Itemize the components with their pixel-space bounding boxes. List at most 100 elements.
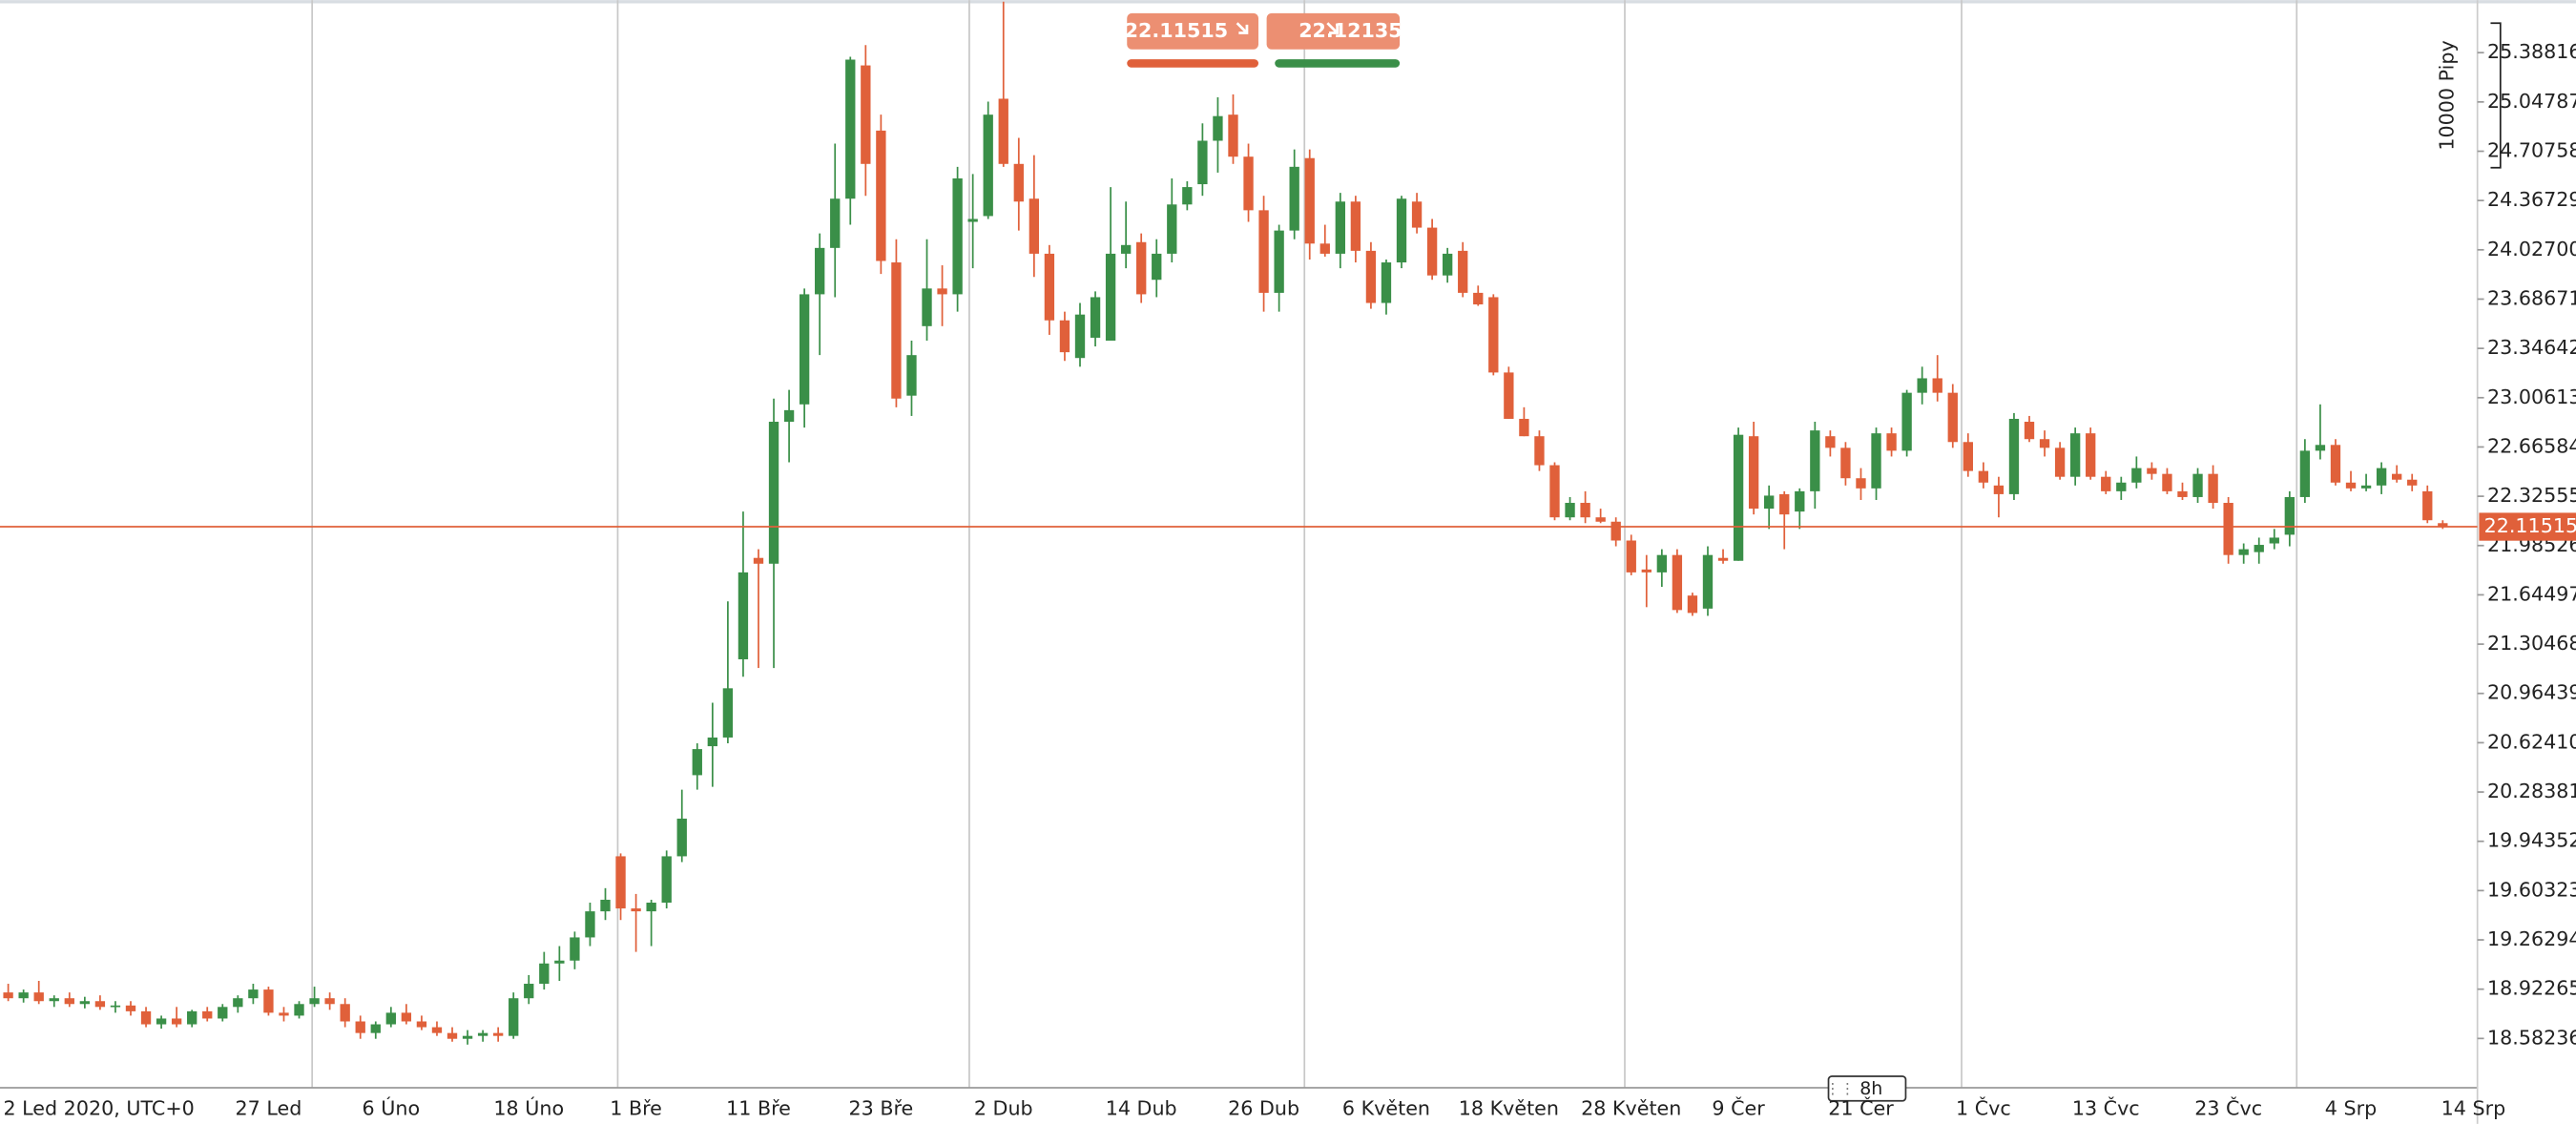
candle-body bbox=[2269, 537, 2279, 544]
candle-body bbox=[891, 262, 902, 399]
ask-bar bbox=[1275, 59, 1401, 68]
candle-body bbox=[2177, 490, 2188, 497]
candle-body bbox=[401, 1012, 412, 1022]
x-tick-label: 4 Srp bbox=[2325, 1096, 2377, 1119]
candle-body bbox=[1963, 442, 1973, 471]
candle-body bbox=[1519, 418, 1529, 437]
candle-body bbox=[1825, 436, 1836, 448]
candle-body bbox=[1335, 201, 1345, 254]
candle-body bbox=[845, 59, 856, 199]
candle-body bbox=[1350, 201, 1361, 251]
candle-body bbox=[1856, 478, 1866, 489]
y-tick-label: 20.96439 bbox=[2487, 681, 2576, 704]
candle-body bbox=[1120, 244, 1132, 254]
ask-tag[interactable] bbox=[1266, 12, 1401, 50]
candle-body bbox=[1610, 521, 1621, 541]
candle-body bbox=[815, 247, 825, 295]
x-tick-label: 26 Dub bbox=[1228, 1096, 1299, 1119]
bid-tag[interactable] bbox=[1127, 12, 1259, 50]
candle-body bbox=[1901, 392, 1912, 451]
candle-body bbox=[1304, 157, 1315, 244]
candle-body bbox=[431, 1027, 443, 1033]
candle-body bbox=[1152, 253, 1162, 281]
plot bbox=[3, 1, 2448, 1045]
candle-body bbox=[1258, 210, 1269, 293]
candle-body bbox=[768, 422, 779, 564]
candle-body bbox=[2407, 479, 2418, 486]
y-tick-label: 25.38816 bbox=[2487, 40, 2576, 63]
candle-body bbox=[922, 288, 932, 326]
candle-body bbox=[1717, 557, 1729, 561]
candle-body bbox=[1702, 554, 1714, 609]
candle-body bbox=[1013, 163, 1024, 202]
candle-body bbox=[906, 355, 917, 396]
candle-body bbox=[309, 998, 320, 1005]
month-separators bbox=[311, 0, 2298, 1089]
candle-body bbox=[1886, 433, 1897, 451]
candle-body bbox=[753, 557, 764, 564]
candle-body bbox=[355, 1021, 365, 1033]
candle-body bbox=[1228, 114, 1238, 157]
last-price-box bbox=[2479, 512, 2576, 541]
candle-body bbox=[1443, 253, 1453, 276]
y-tick-label: 22.32555 bbox=[2487, 484, 2576, 507]
candle-body bbox=[2422, 490, 2433, 521]
candle-body bbox=[983, 114, 993, 217]
x-tick-label: 1 Čvc bbox=[1956, 1095, 2011, 1119]
candle-body bbox=[156, 1018, 167, 1025]
candle-body bbox=[2101, 476, 2111, 491]
bid-price: 22.11515 bbox=[1125, 19, 1228, 42]
candle-body bbox=[1993, 485, 2005, 494]
candle-body bbox=[615, 856, 626, 909]
x-tick-label: 13 Čvc bbox=[2072, 1095, 2140, 1119]
candle-body bbox=[2345, 482, 2357, 489]
y-tick-label: 20.28381 bbox=[2487, 780, 2576, 802]
candle-body bbox=[187, 1010, 197, 1025]
x-tick-label: 18 Úno bbox=[493, 1095, 564, 1119]
candle-body bbox=[2299, 450, 2311, 497]
x-tick-label: 11 Bře bbox=[726, 1096, 791, 1119]
candle-body bbox=[1810, 430, 1820, 491]
candle-body bbox=[1488, 297, 1499, 373]
candle-body bbox=[631, 908, 641, 912]
candle-body bbox=[2131, 468, 2142, 483]
x-tick-label: 6 Květen bbox=[1342, 1096, 1430, 1119]
candle-body bbox=[385, 1012, 396, 1025]
y-tick-label: 24.02700 bbox=[2487, 238, 2576, 260]
candle-body bbox=[33, 992, 44, 1002]
candle-body bbox=[462, 1035, 473, 1039]
candle-body bbox=[1764, 495, 1775, 510]
candle-body bbox=[1044, 253, 1055, 321]
candle-body bbox=[263, 989, 274, 1013]
candle-body bbox=[876, 130, 886, 261]
candle-body bbox=[676, 818, 687, 857]
candle-body bbox=[1411, 201, 1423, 228]
candle-body bbox=[1396, 198, 1407, 263]
candle-body bbox=[2054, 448, 2066, 477]
y-tick-label: 19.60323 bbox=[2487, 878, 2576, 901]
candle-body bbox=[1947, 392, 1958, 443]
candle-body bbox=[2438, 523, 2448, 528]
candle-body bbox=[1626, 540, 1636, 572]
y-tick-label: 19.94352 bbox=[2487, 829, 2576, 852]
ask-arrow bbox=[1326, 22, 1340, 34]
candle-body bbox=[799, 294, 810, 405]
candle-body bbox=[952, 177, 963, 295]
candle-body bbox=[202, 1010, 213, 1019]
candle-body bbox=[171, 1018, 182, 1025]
candle-body bbox=[2116, 482, 2127, 491]
candle-body bbox=[1458, 250, 1468, 293]
candle-body bbox=[1687, 595, 1698, 614]
candle-body bbox=[692, 749, 702, 776]
candle-body bbox=[3, 992, 13, 999]
candle-body bbox=[1197, 140, 1208, 185]
timeframe-box[interactable] bbox=[1827, 1075, 1907, 1102]
y-tick-label: 24.36729 bbox=[2487, 188, 2576, 211]
candle-body bbox=[2039, 439, 2050, 448]
candle-body bbox=[1595, 517, 1606, 522]
y-tick-label: 20.62410 bbox=[2487, 730, 2576, 753]
grip: ⋮⋮ bbox=[1825, 1080, 1855, 1097]
candle-body bbox=[737, 572, 749, 659]
candle-body bbox=[49, 998, 59, 1002]
